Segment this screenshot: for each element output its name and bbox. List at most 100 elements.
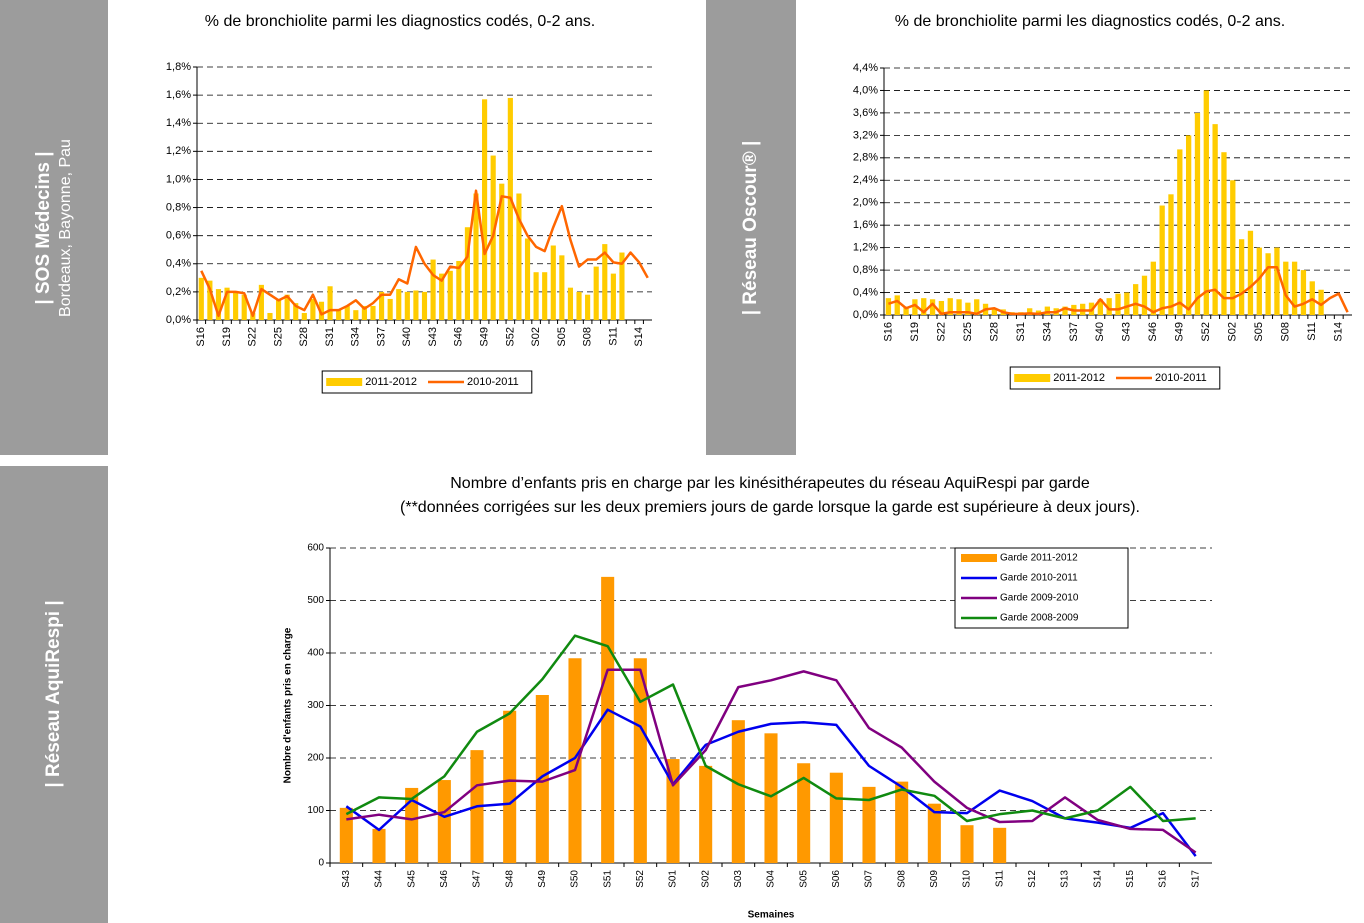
x-tick-label: S31 xyxy=(1015,322,1027,342)
x-tick-label: S11 xyxy=(1306,322,1318,341)
y-tick-label: 0,8% xyxy=(853,264,878,276)
bar xyxy=(585,294,591,320)
x-tick-label: S05 xyxy=(1253,322,1265,342)
side-panel xyxy=(706,0,796,455)
bar xyxy=(912,299,918,315)
side-title: | Réseau Oscour® | xyxy=(740,141,761,316)
bar xyxy=(207,280,213,320)
bar xyxy=(559,255,565,320)
x-tick-label: S06 xyxy=(831,870,842,888)
x-tick-label: S16 xyxy=(1158,870,1169,888)
legend-box xyxy=(1009,366,1221,390)
bar xyxy=(396,289,402,320)
x-tick-label: S03 xyxy=(733,870,744,888)
x-tick-label: S12 xyxy=(1027,870,1038,888)
y-tick-label: 1,2% xyxy=(853,242,878,254)
bar xyxy=(764,733,778,863)
bar xyxy=(198,277,204,320)
x-tick-label: S02 xyxy=(530,327,542,347)
bar xyxy=(991,308,998,315)
bar xyxy=(473,193,479,320)
x-tick-label: S40 xyxy=(401,327,413,347)
bar xyxy=(610,273,616,320)
bar xyxy=(1133,284,1139,315)
x-tick-label: S49 xyxy=(479,327,491,347)
y-tick-label: 0,4% xyxy=(166,258,191,270)
bar xyxy=(593,266,599,320)
bar xyxy=(413,290,419,320)
bar xyxy=(699,765,713,863)
bar xyxy=(1141,275,1148,315)
bar xyxy=(344,305,350,320)
x-tick-label: S25 xyxy=(962,322,974,342)
y-tick-label: 1,6% xyxy=(166,89,191,101)
legend-box xyxy=(321,370,533,394)
bar xyxy=(1027,308,1033,315)
line xyxy=(200,189,649,318)
bar xyxy=(516,193,522,320)
x-tick-label: S46 xyxy=(1147,322,1159,342)
bar xyxy=(370,305,376,320)
x-tick-label: S02 xyxy=(1227,322,1239,342)
bar xyxy=(1247,230,1254,315)
bar xyxy=(524,238,531,320)
bar xyxy=(938,300,945,315)
bar xyxy=(507,97,513,320)
side-subtitle: Bordeaux, Bayonne, Pau xyxy=(57,139,74,317)
y-tick-label: 0,6% xyxy=(166,230,191,242)
x-tick-label: S19 xyxy=(909,322,921,342)
x-tick-label: S28 xyxy=(988,322,1000,342)
bar xyxy=(387,298,393,320)
bar xyxy=(1300,270,1307,315)
side-panel xyxy=(0,466,108,923)
bar xyxy=(1044,306,1051,315)
bar xyxy=(421,291,428,320)
x-tick-label: S08 xyxy=(896,870,907,888)
x-tick-label: S48 xyxy=(504,870,515,888)
bar xyxy=(903,306,909,315)
x-tick-label: S51 xyxy=(602,870,613,888)
x-tick-label: S40 xyxy=(1094,322,1106,342)
x-tick-label: S08 xyxy=(1280,322,1292,342)
x-tick-label: S34 xyxy=(1041,322,1053,342)
x-tick-label: S46 xyxy=(453,327,465,347)
x-tick-label: S22 xyxy=(247,327,259,347)
side-title: | SOS Médecins | xyxy=(33,151,54,304)
chart-title: Nombre d’enfants pris en charge par les … xyxy=(450,475,1090,492)
x-tick-label: S45 xyxy=(406,870,417,888)
bar xyxy=(439,273,445,320)
x-tick-label: S49 xyxy=(537,870,548,888)
bar xyxy=(1106,298,1112,315)
bar xyxy=(1238,239,1245,315)
chart: Nombre d’enfants pris en charge par les … xyxy=(283,475,1212,921)
x-tick-label: S31 xyxy=(324,327,336,347)
bar xyxy=(956,299,962,315)
x-tick-label: S05 xyxy=(798,870,809,888)
x-tick-label: S05 xyxy=(556,327,568,347)
bar xyxy=(379,291,385,320)
x-tick-label: S01 xyxy=(668,870,679,888)
bar xyxy=(301,312,307,320)
bar xyxy=(974,299,980,315)
x-tick-label: S02 xyxy=(700,870,711,888)
bar xyxy=(1168,194,1174,315)
bar xyxy=(576,291,582,320)
bar xyxy=(1203,90,1209,315)
y-tick-label: 3,6% xyxy=(853,107,878,119)
bar xyxy=(1115,293,1121,315)
legend-label: Garde 2010-2011 xyxy=(1000,573,1078,584)
line xyxy=(888,266,1349,316)
legend-swatch xyxy=(961,554,997,562)
y-tick-label: 2,8% xyxy=(853,152,878,164)
bar xyxy=(1062,306,1068,315)
line xyxy=(346,668,1197,854)
x-tick-label: S25 xyxy=(272,327,284,347)
y-tick-label: 1,4% xyxy=(166,117,191,129)
side-title: | Réseau AquiRespi | xyxy=(43,600,64,787)
bar xyxy=(353,310,359,320)
bar xyxy=(267,312,273,320)
bar xyxy=(336,310,342,320)
bar xyxy=(550,245,556,320)
legend-swatch xyxy=(326,378,363,386)
y-tick-label: 400 xyxy=(307,648,324,659)
